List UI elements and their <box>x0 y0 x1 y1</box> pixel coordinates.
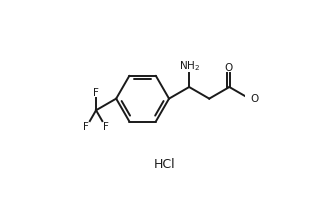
Text: O: O <box>251 94 259 104</box>
Text: O: O <box>224 63 233 73</box>
Text: NH$_2$: NH$_2$ <box>179 59 200 73</box>
Text: F: F <box>83 122 89 132</box>
Text: HCl: HCl <box>154 158 176 171</box>
Text: F: F <box>93 88 99 98</box>
Text: F: F <box>103 122 109 132</box>
